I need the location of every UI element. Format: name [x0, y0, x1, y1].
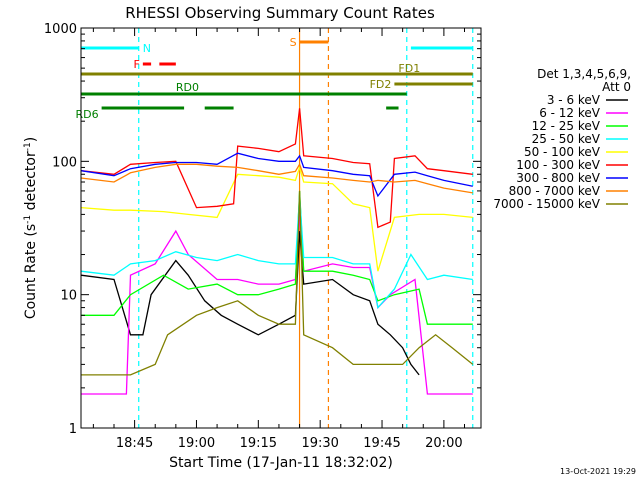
y-tick-label: 10 [60, 289, 77, 304]
legend-label: 100 - 300 keV [516, 158, 600, 172]
footer-timestamp: 13-Oct-2021 19:29 [560, 467, 636, 476]
flag-label-fd2: FD2 [370, 78, 392, 91]
series-line [80, 152, 473, 198]
x-axis-label: Start Time (17-Jan-11 18:32:02) [169, 455, 393, 471]
plot-frame [80, 27, 482, 429]
y-axis-ticks: 1 10 100 1000 [44, 22, 481, 437]
x-axis-ticks: 18:45 19:00 19:15 19:30 19:45 20:00 [92, 28, 466, 451]
legend-label: 7000 - 15000 keV [493, 197, 600, 211]
flag-label-rd6: RD6 [75, 108, 98, 121]
series-line [80, 165, 473, 272]
flag-label-rd0: RD0 [176, 81, 199, 94]
legend-label: 50 - 100 keV [524, 145, 601, 159]
y-axis-label-close: ) [23, 137, 39, 142]
flag-label-f: F [134, 58, 140, 71]
chart-title: RHESSI Observing Summary Count Rates [125, 4, 435, 22]
y-tick-label: 1 [69, 422, 77, 437]
legend-header-line-2: Att 0 [602, 80, 631, 94]
x-tick-label: 19:00 [178, 436, 215, 451]
flag-label-fd1: FD1 [398, 62, 420, 75]
flag-label-s: S [290, 36, 297, 49]
data-series [80, 108, 474, 395]
y-axis-label-tail: detector [23, 151, 39, 215]
series-line [80, 162, 473, 194]
y-tick-label: 1000 [44, 22, 77, 37]
series-line [80, 108, 473, 229]
x-tick-label: 18:45 [116, 436, 153, 451]
x-tick-label: 20:00 [425, 436, 462, 451]
y-axis-label-main: Count Rate (s [23, 224, 39, 319]
flag-label-n: N [143, 42, 151, 55]
x-tick-label: 19:45 [363, 436, 400, 451]
x-tick-label: 19:30 [301, 436, 338, 451]
x-tick-label: 19:15 [240, 436, 277, 451]
y-axis-label-exp: -1 [23, 215, 33, 224]
legend-label: 300 - 800 keV [516, 171, 600, 185]
legend-label: 800 - 7000 keV [509, 184, 601, 198]
state-flag-bars: NF S FD1 FD2 RD0 RD6 [75, 36, 473, 121]
legend-header-line-1: Det 1,3,4,5,6,9, [537, 67, 631, 81]
y-axis-label: Count Rate (s-1 detector-1) [23, 137, 39, 319]
legend-label: 3 - 6 keV [547, 93, 601, 107]
legend-label: 12 - 25 keV [532, 119, 601, 133]
y-tick-label: 100 [52, 155, 77, 170]
series-line [80, 195, 473, 310]
y-axis-label-exp2: -1 [23, 142, 33, 151]
series-line [81, 190, 474, 376]
legend-label: 25 - 50 keV [532, 132, 601, 146]
legend-label: 6 - 12 keV [539, 106, 601, 120]
